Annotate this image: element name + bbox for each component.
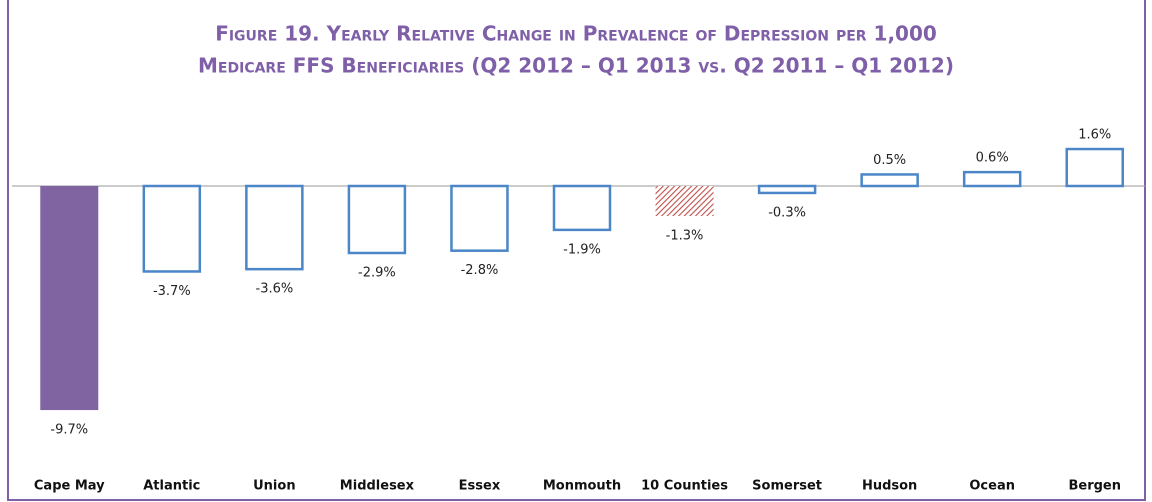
bar	[40, 186, 99, 411]
value-label: -0.3%	[768, 205, 806, 220]
value-label: -1.3%	[666, 229, 704, 244]
value-label: -3.7%	[153, 284, 191, 299]
bar	[347, 184, 407, 255]
value-label: -3.6%	[256, 282, 294, 297]
bar	[1065, 147, 1124, 188]
x-tick-label: Ocean	[969, 479, 1015, 494]
x-tick-label: Middlesex	[340, 479, 415, 494]
bar	[757, 184, 817, 195]
value-label: -2.8%	[461, 263, 499, 278]
x-tick-label: Union	[253, 479, 295, 494]
x-tick-label: 10 Counties	[641, 479, 728, 494]
value-label: -9.7%	[50, 423, 88, 438]
x-tick-label: Bergen	[1068, 479, 1121, 494]
x-tick-label: Hudson	[862, 479, 917, 494]
value-label: 0.6%	[976, 151, 1009, 166]
bar	[245, 184, 304, 271]
x-tick-label: Somerset	[752, 479, 822, 494]
bar	[962, 170, 1022, 188]
bar	[552, 184, 612, 232]
value-label: -2.9%	[358, 265, 396, 280]
value-label: 1.6%	[1078, 128, 1111, 143]
x-tick-label: Monmouth	[543, 479, 621, 494]
bar	[450, 184, 509, 252]
x-tick-label: Atlantic	[143, 479, 200, 494]
value-label: 0.5%	[873, 153, 906, 168]
bar	[655, 186, 714, 217]
bar	[142, 184, 202, 273]
chart-title: Medicare FFS Beneficiaries (Q2 2012 – Q1…	[198, 54, 954, 78]
value-label: -1.9%	[563, 242, 601, 257]
frame	[7, 0, 1146, 501]
x-tick-label: Cape May	[34, 479, 105, 494]
x-tick-label: Essex	[459, 479, 501, 494]
bar	[860, 173, 919, 188]
chart-title: Figure 19. Yearly Relative Change in Pre…	[215, 22, 937, 46]
